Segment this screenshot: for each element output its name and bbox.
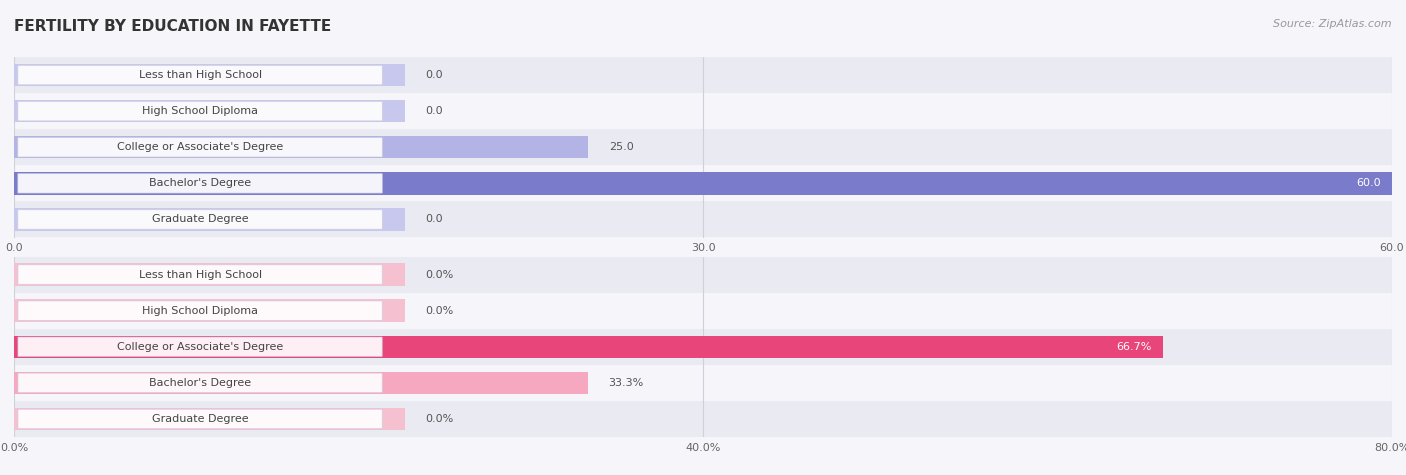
FancyBboxPatch shape	[18, 66, 382, 85]
Text: College or Associate's Degree: College or Associate's Degree	[117, 142, 283, 152]
Text: 0.0%: 0.0%	[426, 414, 454, 424]
FancyBboxPatch shape	[18, 409, 382, 428]
Text: 0.0: 0.0	[426, 106, 443, 116]
Bar	[14, 64, 405, 86]
Bar	[14, 172, 405, 195]
Bar	[14, 129, 1392, 165]
Text: Graduate Degree: Graduate Degree	[152, 214, 249, 225]
Text: 33.3%: 33.3%	[609, 378, 644, 388]
Text: Less than High School: Less than High School	[139, 269, 262, 280]
Bar	[14, 263, 405, 286]
Bar	[14, 401, 1392, 437]
Bar	[14, 335, 405, 358]
Text: FERTILITY BY EDUCATION IN FAYETTE: FERTILITY BY EDUCATION IN FAYETTE	[14, 19, 332, 34]
Bar	[14, 201, 1392, 238]
Text: 0.0%: 0.0%	[426, 269, 454, 280]
Text: Bachelor's Degree: Bachelor's Degree	[149, 178, 252, 189]
Bar	[14, 293, 1392, 329]
FancyBboxPatch shape	[18, 210, 382, 229]
Bar	[14, 165, 1392, 201]
FancyBboxPatch shape	[18, 174, 382, 193]
FancyBboxPatch shape	[18, 265, 382, 284]
Bar	[14, 136, 588, 159]
Text: 60.0: 60.0	[1357, 178, 1381, 189]
Text: Less than High School: Less than High School	[139, 70, 262, 80]
Text: 0.0: 0.0	[426, 70, 443, 80]
FancyBboxPatch shape	[18, 373, 382, 392]
Text: Bachelor's Degree: Bachelor's Degree	[149, 378, 252, 388]
Bar	[14, 299, 405, 322]
Text: 66.7%: 66.7%	[1116, 342, 1152, 352]
Bar	[14, 408, 405, 430]
Text: High School Diploma: High School Diploma	[142, 106, 259, 116]
Bar	[14, 256, 1392, 293]
Bar	[14, 371, 405, 394]
Bar	[14, 365, 1392, 401]
Text: Source: ZipAtlas.com: Source: ZipAtlas.com	[1274, 19, 1392, 29]
Bar	[14, 57, 1392, 93]
Bar	[14, 93, 1392, 129]
Bar	[14, 172, 1392, 195]
Text: High School Diploma: High School Diploma	[142, 305, 259, 316]
Text: 0.0: 0.0	[426, 214, 443, 225]
Bar	[14, 136, 405, 159]
FancyBboxPatch shape	[18, 337, 382, 356]
Text: Graduate Degree: Graduate Degree	[152, 414, 249, 424]
FancyBboxPatch shape	[18, 138, 382, 157]
FancyBboxPatch shape	[18, 301, 382, 320]
Bar	[14, 335, 1163, 358]
Text: 25.0: 25.0	[609, 142, 634, 152]
Text: College or Associate's Degree: College or Associate's Degree	[117, 342, 283, 352]
Bar	[14, 100, 405, 123]
Bar	[14, 371, 588, 394]
Bar	[14, 208, 405, 231]
Text: 0.0%: 0.0%	[426, 305, 454, 316]
Bar	[14, 329, 1392, 365]
FancyBboxPatch shape	[18, 102, 382, 121]
